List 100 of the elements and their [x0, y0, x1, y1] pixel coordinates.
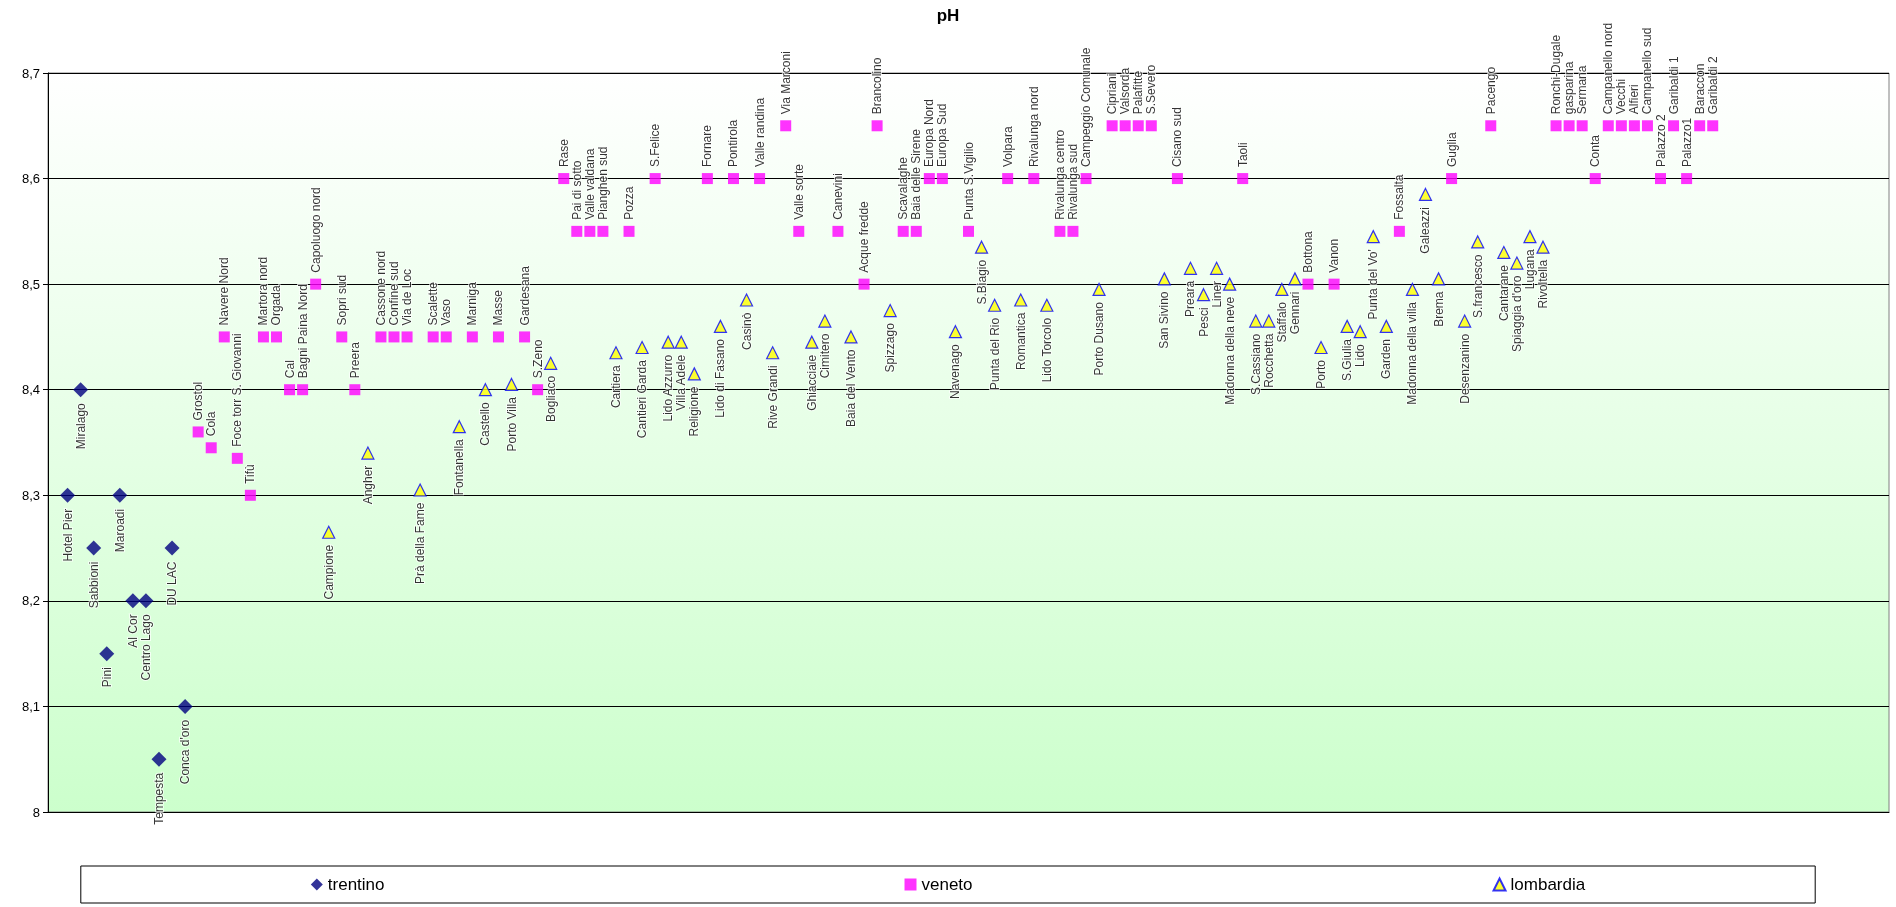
point — [1262, 314, 1276, 328]
data-label: Europa Nord — [922, 99, 937, 168]
data-label: Volpara — [1000, 126, 1015, 168]
data-label: Tifù — [243, 464, 258, 484]
data-label: S.Felice — [648, 123, 663, 168]
data-label: Pini — [99, 667, 114, 688]
data-label: Conca d'oro — [178, 719, 193, 785]
data-label: Romantica — [1013, 312, 1028, 370]
data-label: Pacengo — [1483, 66, 1498, 115]
data-label: Villa Adele — [674, 354, 689, 411]
point — [635, 340, 649, 355]
point — [1288, 272, 1302, 286]
y-tick-label: 8,5 — [21, 276, 40, 292]
point — [1092, 282, 1106, 297]
data-label: gasparina — [1562, 61, 1577, 115]
y-tick-label: 8,6 — [21, 171, 40, 187]
point — [1458, 314, 1472, 328]
point — [1353, 325, 1367, 339]
data-label: S.Cassiano — [1248, 333, 1263, 396]
point — [1510, 256, 1524, 270]
data-label: Centro Lago — [138, 614, 153, 681]
data-label: Lido Azzurro — [661, 354, 676, 422]
data-label: Sermana — [1575, 65, 1590, 115]
point — [60, 487, 76, 503]
point — [1209, 261, 1224, 275]
data-label: Punta del Rio — [987, 317, 1002, 390]
point — [674, 335, 688, 349]
data-label: Campanello sud — [1640, 27, 1655, 115]
data-label: Garden — [1379, 338, 1394, 379]
data-label: Religione — [687, 386, 702, 437]
data-label: Scavalaghe — [896, 156, 911, 220]
data-label: Madonna della villa — [1405, 301, 1420, 405]
data-label: Baraccon — [1692, 63, 1707, 115]
data-label: Lido Torcolo — [1039, 317, 1054, 383]
data-label: Guglia — [1444, 132, 1459, 168]
data-label: Fossalta — [1392, 174, 1407, 220]
point — [805, 335, 819, 349]
data-label: Preera — [347, 341, 362, 379]
point — [883, 303, 897, 318]
point — [504, 377, 519, 392]
point — [948, 325, 963, 339]
legend-label: lombardia — [1510, 875, 1586, 894]
data-label: Fontanella — [452, 438, 467, 496]
point — [544, 356, 558, 370]
data-label: Ghiacciaie — [804, 354, 819, 411]
data-label: Valle randina — [752, 97, 767, 168]
data-label: Baia del Vento — [843, 349, 858, 427]
data-label: Valle sorte — [791, 163, 806, 220]
data-label: Brancolino — [870, 57, 885, 115]
legend-label: trentino — [327, 875, 385, 894]
y-tick-label: 8,2 — [21, 593, 40, 609]
point — [1223, 277, 1237, 291]
data-label: Campanello nord — [1601, 22, 1616, 115]
point — [1249, 314, 1263, 328]
point — [1275, 282, 1289, 297]
point — [1523, 230, 1537, 244]
data-label: Sabbioni — [86, 561, 101, 609]
data-label: S.Zeno — [530, 339, 545, 379]
point — [164, 540, 180, 556]
point — [413, 483, 427, 497]
data-label: Rase — [556, 138, 571, 168]
point — [713, 319, 728, 333]
data-label: Rivalunga centro — [1052, 129, 1067, 220]
data-label: Palazzo1 — [1679, 117, 1694, 168]
data-label: Sopri sud — [334, 274, 349, 326]
data-label: Cisano sud — [1170, 107, 1185, 168]
data-label: Via de Loc — [400, 268, 415, 326]
point — [1536, 240, 1550, 254]
data-label: Pontirola — [726, 119, 741, 168]
data-label: Porto Villa — [504, 396, 519, 452]
data-label: Cantarane — [1496, 264, 1511, 322]
data-label: Al Cor — [125, 614, 140, 648]
data-label: Navere Nord — [217, 257, 232, 326]
point — [1014, 293, 1028, 307]
data-label: Casinò — [739, 312, 754, 350]
data-label: Martora nord — [256, 256, 271, 326]
point — [177, 698, 193, 714]
data-label: Cartiera — [608, 365, 623, 409]
point — [361, 446, 375, 460]
data-label: Brema — [1431, 291, 1446, 327]
point — [1379, 319, 1393, 333]
data-label: Preara — [1183, 280, 1198, 317]
point — [1431, 272, 1446, 286]
data-label: Madonna della neve — [1222, 296, 1237, 405]
point — [1405, 282, 1420, 297]
data-label: Liner — [1209, 280, 1224, 308]
data-label: Rivalunga nord — [1026, 86, 1041, 168]
legend-label: veneto — [921, 875, 973, 894]
data-label: Vecchi — [1614, 78, 1629, 115]
point — [1196, 288, 1211, 302]
data-label: Cimitero — [817, 333, 832, 379]
point — [151, 751, 167, 767]
data-label: Gardesana — [517, 265, 532, 326]
data-label: Tempesta — [151, 772, 166, 825]
data-label: Lugana — [1522, 248, 1537, 290]
point — [609, 346, 623, 360]
data-label: Punta S.Vigilio — [961, 141, 976, 220]
point — [988, 298, 1002, 312]
point — [1157, 272, 1171, 286]
data-label: Spizzago — [883, 322, 898, 373]
